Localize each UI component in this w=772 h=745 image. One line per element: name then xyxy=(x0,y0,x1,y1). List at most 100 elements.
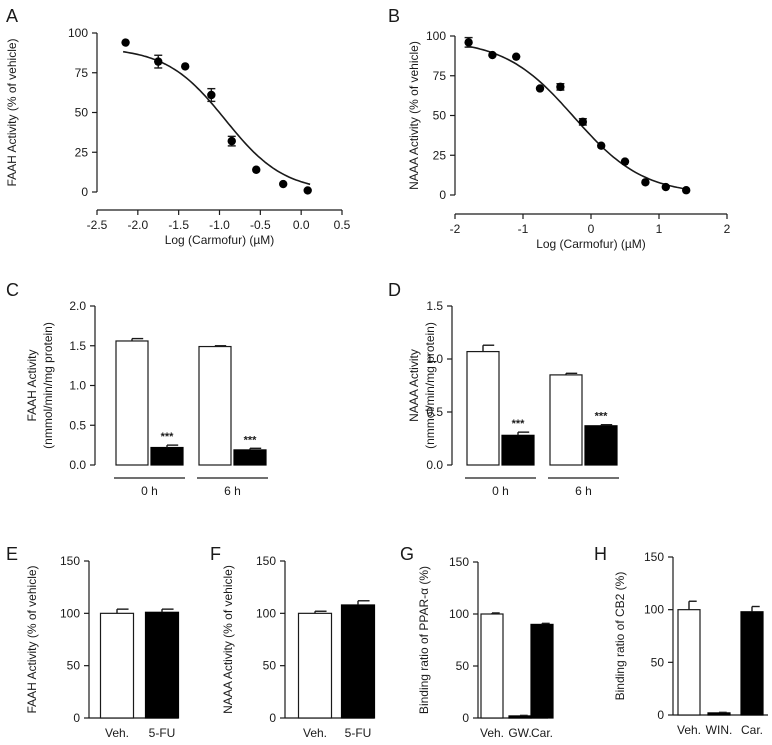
y-tick-label-G: 150 xyxy=(449,555,469,569)
bar-F xyxy=(297,612,333,719)
x-tick-label-B: -1 xyxy=(518,222,529,236)
category-label-H: Car. xyxy=(741,723,763,737)
x-tick-label-A: -2.5 xyxy=(87,218,108,232)
data-point-B xyxy=(597,141,606,150)
y-tick-label-B: 50 xyxy=(433,109,447,123)
y-axis-label-G: Binding ratio of PPAR-α (%) xyxy=(417,566,431,714)
y-axis-label-H: Binding ratio of CB2 (%) xyxy=(613,572,627,701)
panel-letter-D: D xyxy=(388,280,401,300)
significance-mark-C: *** xyxy=(244,434,258,446)
bar-G xyxy=(508,715,532,719)
group-label-C: 6 h xyxy=(224,484,241,498)
significance-mark-D: *** xyxy=(512,418,526,430)
x-tick-label-B: 1 xyxy=(656,222,663,236)
x-tick-label-A: -1.5 xyxy=(168,218,189,232)
data-point-B xyxy=(682,186,691,195)
bar-E xyxy=(99,612,135,719)
y-tick-label-H: 100 xyxy=(644,603,664,617)
bar-H xyxy=(740,611,764,716)
data-point-A xyxy=(121,38,130,47)
data-point-A xyxy=(227,136,236,146)
y-tick-label-A: 50 xyxy=(75,106,89,120)
bar-F xyxy=(340,604,376,719)
panel-letter-C: C xyxy=(6,280,19,300)
y-tick-label-F: 50 xyxy=(263,659,277,673)
x-tick-label-A: 0.0 xyxy=(293,218,310,232)
y-tick-label-A: 75 xyxy=(75,66,89,80)
data-point-B xyxy=(661,182,670,192)
x-tick-label-B: 2 xyxy=(724,222,731,236)
y-tick-label-G: 100 xyxy=(449,607,469,621)
data-point-A xyxy=(279,179,288,189)
data-point-A xyxy=(154,57,163,66)
x-tick-label-B: 0 xyxy=(588,222,595,236)
category-label-F: Veh. xyxy=(303,726,327,740)
data-point-B xyxy=(578,117,588,127)
y-tick-label-A: 0 xyxy=(81,185,88,199)
data-point-A xyxy=(303,186,312,195)
y-tick-label-B: 75 xyxy=(433,69,447,83)
y-axis-label-units-D: (nmmol/min/mg protein) xyxy=(423,322,437,449)
category-label-G: Veh. xyxy=(480,726,504,740)
bar-H xyxy=(707,712,731,716)
y-tick-label-H: 150 xyxy=(644,550,664,564)
panel-letter-A: A xyxy=(6,6,18,26)
bar-D xyxy=(466,350,500,466)
y-axis-label-C: FAAH Activity xyxy=(25,349,39,421)
data-point-B xyxy=(512,52,521,61)
bar-H xyxy=(677,609,701,716)
y-axis-label-F: NAAA Activity (% of vehicle) xyxy=(221,565,235,714)
x-axis-label-B: Log (Carmofur) (µM) xyxy=(536,237,646,251)
bar-G xyxy=(480,613,504,719)
y-tick-label-D: 1.0 xyxy=(426,352,443,366)
bar-D xyxy=(584,425,618,466)
y-axis-label-D: NAAA Activity xyxy=(407,349,421,422)
y-tick-label-F: 150 xyxy=(256,554,276,568)
y-axis-label-units-C: (nmmol/min/mg protein) xyxy=(41,322,55,449)
category-label-H: Veh. xyxy=(677,723,701,737)
group-label-C: 0 h xyxy=(141,484,158,498)
data-point-B xyxy=(535,84,545,93)
y-tick-label-D: 0.5 xyxy=(426,405,443,419)
y-tick-label-H: 0 xyxy=(657,708,664,722)
panel-letter-E: E xyxy=(6,544,18,564)
y-axis-label-E: FAAH Activity (% of vehicle) xyxy=(25,565,39,713)
x-tick-label-A: 0.5 xyxy=(334,218,351,232)
category-label-E: Veh. xyxy=(105,726,129,740)
y-tick-label-C: 1.5 xyxy=(69,339,86,353)
y-tick-label-E: 150 xyxy=(60,554,80,568)
category-label-G: Car. xyxy=(531,726,553,740)
panel-letter-G: G xyxy=(400,544,414,564)
data-point-B xyxy=(620,157,630,166)
y-tick-label-D: 0.0 xyxy=(426,458,443,472)
y-tick-label-A: 25 xyxy=(75,145,89,159)
y-tick-label-C: 1.0 xyxy=(69,379,86,393)
y-tick-label-C: 2.0 xyxy=(69,299,86,313)
panel-letter-B: B xyxy=(388,6,400,26)
category-label-G: GW. xyxy=(508,726,531,740)
group-label-D: 6 h xyxy=(575,484,592,498)
y-tick-label-E: 100 xyxy=(60,606,80,620)
bar-D xyxy=(501,434,535,466)
data-point-A xyxy=(252,165,261,174)
bar-C xyxy=(115,340,149,466)
bar-G xyxy=(530,623,554,719)
category-label-E: 5-FU xyxy=(149,726,176,740)
data-point-B xyxy=(464,38,473,47)
bar-D xyxy=(549,374,583,466)
y-tick-label-C: 0.0 xyxy=(69,458,86,472)
y-tick-label-C: 0.5 xyxy=(69,418,86,432)
group-label-D: 0 h xyxy=(492,484,509,498)
x-tick-label-B: -2 xyxy=(450,222,461,236)
y-tick-label-G: 50 xyxy=(456,659,470,673)
data-point-B xyxy=(556,82,565,92)
x-tick-label-A: -1.0 xyxy=(209,218,230,232)
data-point-B xyxy=(641,178,650,187)
panel-letter-F: F xyxy=(210,544,221,564)
y-tick-label-B: 0 xyxy=(439,188,446,202)
data-point-A xyxy=(207,90,216,100)
category-label-F: 5-FU xyxy=(345,726,372,740)
y-tick-label-H: 50 xyxy=(651,655,665,669)
data-point-A xyxy=(181,62,190,71)
fit-curve-A xyxy=(122,50,311,186)
